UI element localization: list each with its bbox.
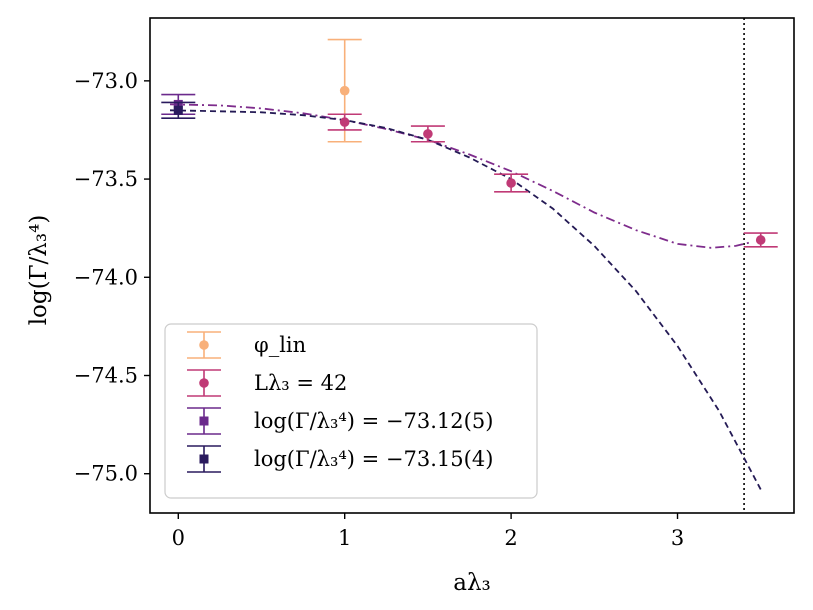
y-tick-label: −73.0	[74, 69, 138, 93]
data-point	[173, 105, 183, 115]
legend-entry: φ_lin	[187, 331, 306, 359]
x-axis-ticks: 0 1 2 3	[172, 513, 684, 550]
x-tick-label: 1	[338, 526, 351, 550]
y-tick-label: −75.0	[74, 462, 138, 486]
legend-marker	[199, 340, 209, 350]
fit-curve-2	[169, 109, 762, 490]
y-tick-label: −73.5	[74, 167, 138, 191]
fit-curve-1	[169, 103, 753, 249]
legend-label: φ_lin	[254, 333, 306, 357]
data-point	[423, 129, 433, 139]
x-tick-label: 2	[504, 526, 517, 550]
plot-content	[161, 18, 778, 513]
data-point	[339, 117, 350, 127]
y-axis-ticks: −73.0 −73.5 −74.0 −74.5 −75.0	[74, 69, 150, 486]
legend-label: log(Γ/λ₃⁴) = −73.15(4)	[254, 447, 493, 471]
data-point	[506, 178, 516, 188]
data-point	[339, 85, 350, 96]
legend-label: Lλ₃ = 42	[254, 371, 347, 395]
legend-marker	[199, 378, 209, 388]
data-point	[755, 235, 766, 245]
x-axis-label: aλ₃	[453, 570, 491, 596]
legend: φ_lin Lλ₃ = 42 log(Γ/λ₃⁴) = −73.12(5) log(Γ…	[164, 323, 538, 499]
legend-label: log(Γ/λ₃⁴) = −73.12(5)	[254, 409, 493, 433]
legend-marker	[199, 454, 209, 464]
legend-entry: log(Γ/λ₃⁴) = −73.12(5)	[187, 407, 493, 435]
y-tick-label: −74.0	[74, 265, 138, 289]
plot-area-frame	[149, 17, 795, 514]
y-axis-label: log(Γ/λ₃⁴)	[26, 215, 52, 326]
x-tick-label: 3	[671, 526, 684, 550]
legend-marker	[199, 416, 209, 426]
legend-entry: log(Γ/λ₃⁴) = −73.15(4)	[187, 445, 493, 473]
x-tick-label: 0	[172, 526, 185, 550]
legend-entry: Lλ₃ = 42	[187, 369, 347, 397]
y-tick-label: −74.5	[74, 364, 138, 388]
legend-box	[164, 323, 538, 499]
